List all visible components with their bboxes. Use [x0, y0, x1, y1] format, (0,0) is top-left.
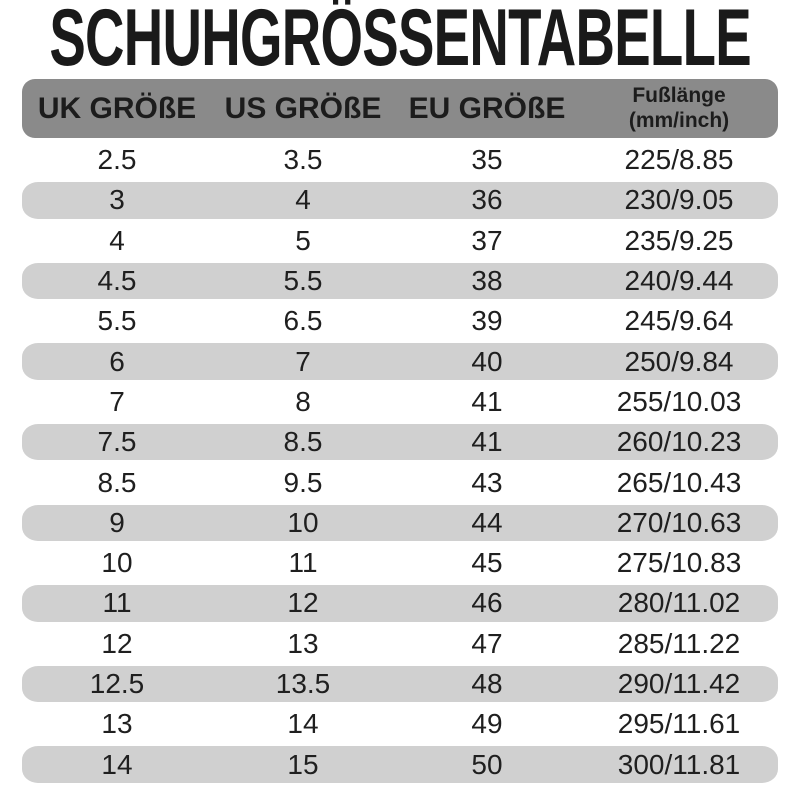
- table-cell: 13: [101, 708, 133, 740]
- column-header-us-size: US GRÖßE: [224, 91, 382, 125]
- table-row: 3 4 36 230/9.05: [22, 180, 778, 220]
- table-row: 4.5 5.5 38 240/9.44: [22, 261, 778, 301]
- table-cell: 10: [101, 547, 133, 579]
- table-cell: 265/10.43: [616, 466, 742, 498]
- foot-length-label-line1: Fußlänge: [632, 84, 726, 108]
- page-title: SCHUHGRÖSSENTABELLE: [0, 0, 800, 83]
- table-cell: 12: [287, 587, 319, 619]
- table-cell: 14: [287, 708, 319, 740]
- table-cell: 4: [295, 184, 311, 216]
- table-cell: 37: [471, 224, 503, 256]
- table-cell: 8: [295, 385, 311, 417]
- table-cell: 48: [471, 668, 503, 699]
- table-cell: 13: [287, 627, 319, 659]
- table-cell: 15: [287, 748, 319, 780]
- table-row: 6 7 40 250/9.84: [22, 341, 778, 381]
- table-cell: 240/9.44: [624, 265, 734, 297]
- table-cell: 9.5: [283, 466, 323, 498]
- table-row: 9 10 44 270/10.63: [22, 503, 778, 543]
- table-cell: 12: [101, 627, 133, 659]
- table-cell: 7: [109, 385, 125, 417]
- table-row: 5.5 6.5 39 245/9.64: [22, 301, 778, 341]
- table-cell: 6: [109, 345, 125, 377]
- table-cell: 8.5: [97, 466, 137, 498]
- table-cell: 4: [109, 224, 125, 256]
- table-cell: 8.5: [283, 426, 323, 458]
- column-header-uk-size: UK GRÖßE: [37, 91, 197, 125]
- table-cell: 41: [471, 426, 503, 458]
- table-cell: 45: [471, 547, 503, 579]
- table-row: 11 12 46 280/11.02: [22, 583, 778, 623]
- table-cell: 230/9.05: [624, 184, 734, 216]
- foot-length-label-line2: (mm/inch): [628, 108, 730, 132]
- table-cell: 260/10.23: [616, 426, 742, 458]
- table-cell: 235/9.25: [624, 224, 734, 256]
- table-cell: 295/11.61: [617, 708, 741, 740]
- table-cell: 11: [102, 587, 132, 619]
- table-cell: 270/10.63: [616, 506, 742, 538]
- page-title-text: SCHUHGRÖSSENTABELLE: [49, 0, 751, 83]
- table-cell: 13.5: [275, 668, 331, 699]
- table-row: 7 8 41 255/10.03: [22, 382, 778, 422]
- table-row: 14 15 50 300/11.81: [22, 744, 778, 784]
- table-cell: 7.5: [97, 426, 137, 458]
- table-cell: 285/11.22: [617, 627, 741, 659]
- table-cell: 40: [471, 345, 503, 377]
- table-header-row: UK GRÖßE US GRÖßE EU GRÖßE Fußlänge (mm/…: [22, 79, 778, 138]
- table-row: 4 5 37 235/9.25: [22, 221, 778, 261]
- table-cell: 290/11.42: [617, 668, 741, 699]
- column-header-eu-size: EU GRÖßE: [408, 91, 566, 125]
- table-cell: 3: [109, 184, 125, 216]
- table-cell: 5.5: [97, 305, 137, 337]
- table-cell: 3.5: [283, 144, 323, 176]
- table-cell: 44: [471, 506, 503, 538]
- table-cell: 300/11.81: [617, 748, 741, 780]
- table-cell: 5.5: [283, 265, 323, 297]
- table-row: 8.5 9.5 43 265/10.43: [22, 462, 778, 502]
- table-cell: 275/10.83: [616, 547, 742, 579]
- table-cell: 4.5: [97, 265, 137, 297]
- table-cell: 250/9.84: [624, 345, 734, 377]
- table-cell: 7: [295, 345, 311, 377]
- table-cell: 6.5: [283, 305, 323, 337]
- table-cell: 245/9.64: [624, 305, 734, 337]
- table-cell: 43: [471, 466, 503, 498]
- table-row: 13 14 49 295/11.61: [22, 704, 778, 744]
- table-cell: 5: [295, 224, 311, 256]
- table-cell: 35: [471, 144, 503, 176]
- table-row: 12.5 13.5 48 290/11.42: [22, 664, 778, 704]
- table-cell: 9: [109, 506, 125, 538]
- table-body: 2.5 3.5 35 225/8.85 3 4 36 230/9.05 4 5 37 235/9.25…: [22, 140, 778, 785]
- table-cell: 39: [471, 305, 503, 337]
- table-cell: 280/11.02: [617, 587, 741, 619]
- table-cell: 41: [471, 385, 503, 417]
- table-cell: 14: [101, 748, 133, 780]
- table-cell: 2.5: [97, 144, 137, 176]
- table-cell: 47: [471, 627, 503, 659]
- column-header-foot-length: Fußlänge (mm/inch): [580, 79, 778, 138]
- table-cell: 50: [471, 748, 503, 780]
- table-cell: 11: [288, 547, 318, 579]
- table-cell: 12.5: [89, 668, 145, 699]
- table-row: 2.5 3.5 35 225/8.85: [22, 140, 778, 180]
- table-cell: 255/10.03: [616, 385, 742, 417]
- table-row: 7.5 8.5 41 260/10.23: [22, 422, 778, 462]
- table-cell: 49: [471, 708, 503, 740]
- table-cell: 36: [471, 184, 503, 216]
- table-cell: 46: [471, 587, 503, 619]
- table-cell: 10: [287, 506, 319, 538]
- table-row: 10 11 45 275/10.83: [22, 543, 778, 583]
- size-table: UK GRÖßE US GRÖßE EU GRÖßE Fußlänge (mm/…: [22, 79, 778, 785]
- table-row: 12 13 47 285/11.22: [22, 624, 778, 664]
- table-cell: 225/8.85: [624, 144, 734, 176]
- table-cell: 38: [471, 265, 503, 297]
